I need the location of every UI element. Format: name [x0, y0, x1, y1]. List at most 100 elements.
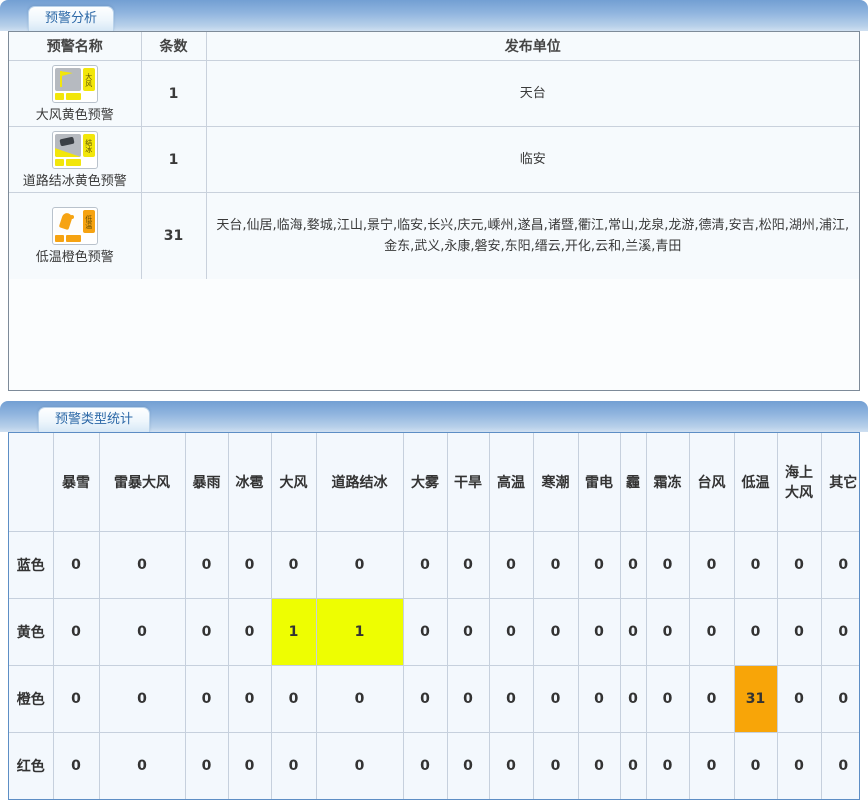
matrix-col-header: 道路结冰	[315, 433, 404, 532]
matrix-col-header: 暴雨	[184, 433, 229, 532]
warning-analysis-panel: 预警分析 预警名称 条数 发布单位 大风 大风黄色预警 1 天台 结冰 道路结冰黄色预警 1…	[0, 0, 868, 391]
matrix-col-header: 霾	[619, 433, 647, 532]
matrix-row: 橙色 0 0 0 0 0 0 0 0 0 0 0 0 0 0 31 0 0	[9, 664, 859, 733]
matrix-row: 黄色 0 0 0 0 1 1 0 0 0 0 0 0 0 0 0 0 0	[9, 597, 859, 666]
matrix-value-cell: 0	[446, 597, 490, 666]
matrix-value-cell: 0	[270, 531, 317, 599]
matrix-value-cell: 0	[446, 731, 490, 799]
matrix-value-cell: 0	[184, 531, 229, 599]
matrix-value-cell: 0	[488, 531, 534, 599]
matrix-value-cell: 0	[645, 531, 690, 599]
matrix-value-cell: 0	[402, 731, 448, 799]
matrix-value-cell: 0	[733, 731, 778, 799]
matrix-value-cell: 0	[315, 531, 404, 599]
matrix-value-cell: 0	[227, 597, 272, 666]
matrix-value-cell: 0	[688, 597, 735, 666]
matrix-row: 红色 0 0 0 0 0 0 0 0 0 0 0 0 0 0 0 0 0	[9, 731, 859, 799]
matrix-value-cell: 0	[315, 664, 404, 733]
matrix-col-header: 霜冻	[645, 433, 690, 532]
issuing-units-cell: 天台	[205, 60, 859, 127]
matrix-value-cell: 0	[688, 664, 735, 733]
matrix-header-row: 暴雪 雷暴大风 暴雨 冰雹 大风 道路结冰 大雾 干旱 高温 寒潮 雷电霾霜冻 台风 低温 海上大风 其它	[9, 433, 859, 532]
matrix-value-cell: 0	[270, 664, 317, 733]
matrix-value-cell: 0	[184, 731, 229, 799]
warning-name-cell: 结冰道路结冰黄色预警	[9, 126, 142, 193]
matrix-value-cell: 0	[688, 731, 735, 799]
issuing-units-cell: 天台,仙居,临海,婺城,江山,景宁,临安,长兴,庆元,嵊州,遂昌,诸暨,衢江,常…	[205, 192, 859, 279]
flag-pole-shape	[59, 71, 62, 87]
warning-name-cell: 大风 大风黄色预警	[9, 60, 142, 127]
panel-gap	[0, 391, 868, 401]
matrix-value-cell: 0	[98, 531, 186, 599]
warning-name-cell: 低温 低温橙色预警	[9, 192, 142, 279]
matrix-col-header: 大风	[270, 433, 317, 532]
matrix-value-cell: 0	[227, 664, 272, 733]
warning-table-header-row: 预警名称 条数 发布单位	[9, 32, 859, 61]
matrix-value-cell: 0	[619, 731, 647, 799]
matrix-value-cell: 0	[488, 597, 534, 666]
matrix-value-cell: 0	[619, 664, 647, 733]
matrix-col-header: 低温	[733, 433, 778, 532]
warning-icon-badge	[65, 93, 81, 100]
warning-icon-badge	[65, 235, 81, 243]
warning-row: 结冰 道路结冰黄色预警 1 临安	[9, 126, 859, 193]
matrix-value-cell: 0	[776, 664, 822, 733]
matrix-value-cell: 0	[315, 731, 404, 799]
road-icing-yellow-warning-icon: 结冰	[51, 131, 98, 169]
ice-wedge-shape	[54, 148, 81, 157]
matrix-value-cell: 0	[532, 597, 579, 666]
low-temperature-orange-warning-icon: 低温	[51, 207, 98, 246]
warning-row: 大风 大风黄色预警 1 天台	[9, 60, 859, 127]
matrix-value-cell: 31	[733, 664, 778, 733]
matrix-row-label: 黄色	[9, 597, 54, 666]
matrix-value-cell: 0	[402, 531, 448, 599]
matrix-col-header: 其它	[820, 433, 859, 532]
matrix-col-header: 雷暴大风	[98, 433, 186, 532]
tab-warning-type-stats[interactable]: 预警类型统计	[38, 407, 151, 432]
tab-warning-analysis[interactable]: 预警分析	[28, 6, 115, 31]
matrix-value-cell: 0	[402, 664, 448, 733]
gale-yellow-warning-icon: 大风	[51, 65, 98, 103]
matrix-value-cell: 0	[446, 531, 490, 599]
warning-count-cell: 1	[140, 60, 207, 127]
matrix-value-cell: 0	[733, 531, 778, 599]
matrix-value-cell: 0	[577, 664, 621, 733]
matrix-value-cell: 0	[688, 531, 735, 599]
matrix-value-cell: 0	[488, 731, 534, 799]
matrix-value-cell: 1	[315, 597, 404, 666]
matrix-row-label: 橙色	[9, 664, 54, 733]
matrix-value-cell: 0	[52, 597, 100, 666]
matrix-value-cell: 0	[820, 531, 859, 599]
matrix-value-cell: 0	[532, 731, 579, 799]
warning-icon-pictogram	[54, 210, 81, 234]
matrix-col-header: 台风	[688, 433, 735, 532]
matrix-value-cell: 0	[184, 664, 229, 733]
dot-shape	[69, 215, 74, 220]
car-shape	[59, 136, 75, 147]
warning-count-cell: 31	[140, 192, 207, 279]
issuing-units-cell: 临安	[205, 126, 859, 193]
matrix-col-header: 暴雪	[52, 433, 100, 532]
matrix-col-header: 冰雹	[227, 433, 272, 532]
matrix-value-cell: 0	[577, 531, 621, 599]
matrix-value-cell: 1	[270, 597, 317, 666]
matrix-value-cell: 0	[820, 664, 859, 733]
matrix-value-cell: 0	[402, 597, 448, 666]
warning-analysis-tabbar: 预警分析	[0, 0, 868, 31]
matrix-value-cell: 0	[619, 531, 647, 599]
matrix-value-cell: 0	[776, 597, 822, 666]
matrix-value-cell: 0	[532, 664, 579, 733]
warning-name-label: 道路结冰黄色预警	[22, 174, 127, 189]
matrix-value-cell: 0	[488, 664, 534, 733]
matrix-value-cell: 0	[532, 531, 579, 599]
warning-type-stats-tabbar: 预警类型统计	[0, 401, 868, 432]
matrix-value-cell: 0	[776, 531, 822, 599]
matrix-value-cell: 0	[98, 664, 186, 733]
warning-analysis-table: 预警名称 条数 发布单位 大风 大风黄色预警 1 天台 结冰 道路结冰黄色预警 1 临安 低温低…	[9, 32, 859, 279]
matrix-col-header: 雷电	[577, 433, 621, 532]
warning-icon-side-label: 大风	[82, 68, 95, 91]
matrix-value-cell: 0	[270, 731, 317, 799]
matrix-value-cell: 0	[98, 597, 186, 666]
matrix-value-cell: 0	[98, 731, 186, 799]
